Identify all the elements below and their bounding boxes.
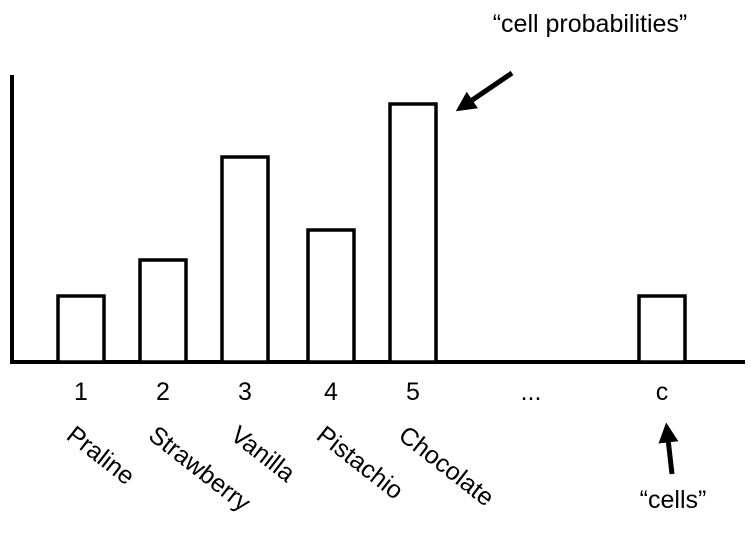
x-tick-label: 4 bbox=[324, 378, 338, 406]
bar bbox=[637, 294, 687, 364]
x-tick-label: 2 bbox=[156, 378, 170, 406]
bar bbox=[56, 294, 106, 364]
category-name: Praline bbox=[61, 421, 140, 491]
x-tick-label: 5 bbox=[406, 378, 420, 406]
bar bbox=[138, 258, 188, 364]
category-name: Vanilla bbox=[225, 421, 300, 488]
x-tick-label: 1 bbox=[74, 378, 88, 406]
x-tick-label: 3 bbox=[238, 378, 252, 406]
bar bbox=[306, 228, 356, 364]
bar bbox=[388, 102, 438, 364]
annotation: “cell probabilities” bbox=[493, 10, 688, 38]
annotation: “cells” bbox=[640, 486, 707, 514]
x-tick-label: ... bbox=[521, 378, 542, 406]
annotation-arrow bbox=[455, 70, 514, 112]
x-tick-label: c bbox=[656, 378, 669, 406]
category-name: Chocolate bbox=[393, 421, 499, 512]
annotation-arrow bbox=[658, 422, 679, 475]
category-name: Pistachio bbox=[311, 421, 408, 506]
bar bbox=[220, 155, 270, 364]
